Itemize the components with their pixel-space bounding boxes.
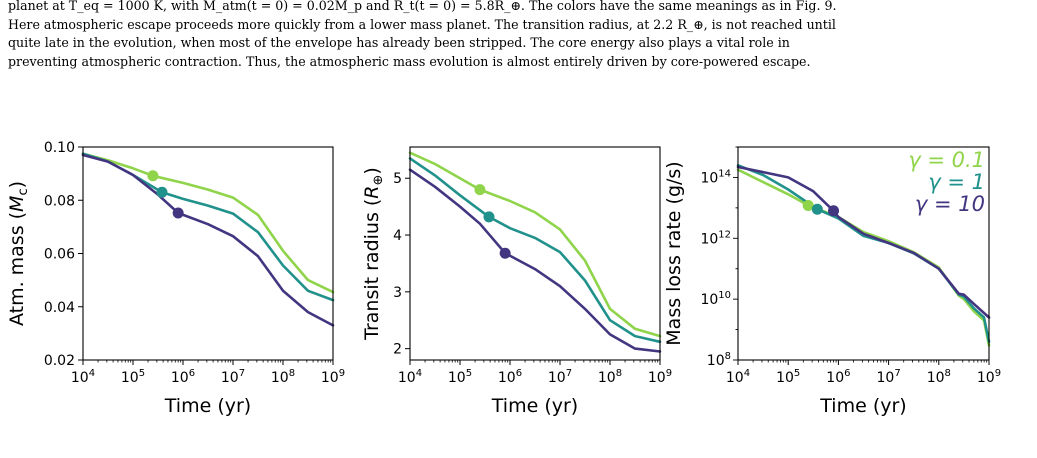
caption-line-3: quite late in the evolution, when most o… (8, 35, 790, 51)
series-line-3 (81, 153, 335, 327)
x-tick-label: 106 (826, 368, 850, 386)
y-tick-label: 2 (393, 342, 402, 358)
x-tick-label: 107 (221, 368, 245, 386)
x-axis-label: Time (yr) (164, 395, 251, 417)
y-axis-label: Transit radius (R⊕) (361, 167, 386, 341)
x-tick-label: 106 (171, 368, 195, 386)
legend-entry-1: γ = 0.1 (908, 148, 985, 172)
x-tick-label: 109 (321, 368, 345, 386)
y-tick-label: 4 (393, 228, 402, 244)
series-marker-2 (483, 211, 495, 223)
y-tick-label: 1014 (700, 168, 731, 186)
caption-line-4: preventing atmospheric contraction. Thus… (8, 53, 811, 69)
panel-2: 104 105 106 107 108 109 2 3 4 5 Time (yr) Transit r… (361, 146, 672, 417)
y-tick-label: 1012 (700, 229, 731, 247)
plot-frame (737, 146, 990, 361)
x-axis-label: Time (yr) (491, 395, 578, 417)
x-tick-label: 108 (598, 368, 622, 386)
series-marker-1 (147, 170, 159, 182)
panel-3: 104 105 106 107 108 109 108 1010 1012 1014 Time (y… (663, 146, 1001, 417)
series-marker-1 (802, 199, 814, 211)
series-line-2 (81, 152, 335, 302)
y-tick-label: 108 (707, 351, 731, 369)
x-tick-label: 105 (776, 368, 800, 386)
series-marker-2 (811, 203, 823, 215)
y-tick-label: 0.08 (44, 193, 75, 209)
series-marker-1 (474, 184, 486, 196)
y-tick-label: 5 (393, 171, 402, 187)
series-line-2 (408, 157, 662, 344)
panel-1: 104 105 106 107 108 109 0.02 0.04 0.06 0.08 0.10 Ti… (6, 140, 345, 417)
y-tick-label: 0.06 (44, 247, 75, 263)
series-marker-3 (172, 207, 184, 219)
series-line-3 (736, 165, 991, 319)
series-line-1 (81, 152, 335, 294)
plot-frame (82, 146, 334, 361)
plot-frame (409, 146, 661, 361)
y-axis-label: Mass loss rate (g/s) (663, 161, 685, 345)
caption-line-2: Here atmospheric escape proceeds more qu… (8, 16, 836, 32)
series-line-1 (408, 151, 662, 338)
x-axis-label: Time (yr) (819, 395, 906, 417)
x-tick-label: 104 (398, 368, 422, 386)
series-marker-3 (499, 247, 511, 259)
x-tick-label: 104 (71, 368, 95, 386)
y-tick-label: 0.02 (44, 353, 75, 369)
x-tick-label: 106 (498, 368, 522, 386)
figure-panels: 104 105 106 107 108 109 0.02 0.04 0.06 0.08 0.10 Ti… (6, 140, 1001, 417)
legend-entry-2: γ = 1 (928, 170, 985, 194)
y-tick-label: 1010 (700, 290, 731, 308)
series-marker-2 (156, 186, 168, 198)
x-tick-label: 107 (548, 368, 572, 386)
legend-entry-3: γ = 10 (915, 192, 985, 216)
figure-caption: planet at T_eq = 1000 K, with M_atm(t = … (8, 0, 1032, 71)
y-tick-label: 0.10 (44, 140, 75, 156)
x-tick-label: 105 (448, 368, 472, 386)
caption-line-1: planet at T_eq = 1000 K, with M_atm(t = … (8, 0, 837, 13)
x-tick-label: 104 (726, 368, 750, 386)
x-tick-label: 108 (271, 368, 295, 386)
y-tick-label: 3 (393, 285, 402, 301)
y-tick-label: 0.04 (44, 300, 75, 316)
series-line-3 (408, 168, 662, 353)
x-tick-label: 105 (121, 368, 145, 386)
x-tick-label: 109 (648, 368, 672, 386)
y-axis-label: Atm. mass (Mc) (6, 181, 31, 326)
x-tick-label: 107 (876, 368, 900, 386)
x-tick-label: 108 (927, 368, 951, 386)
x-tick-label: 109 (977, 368, 1001, 386)
series-marker-3 (828, 205, 840, 217)
